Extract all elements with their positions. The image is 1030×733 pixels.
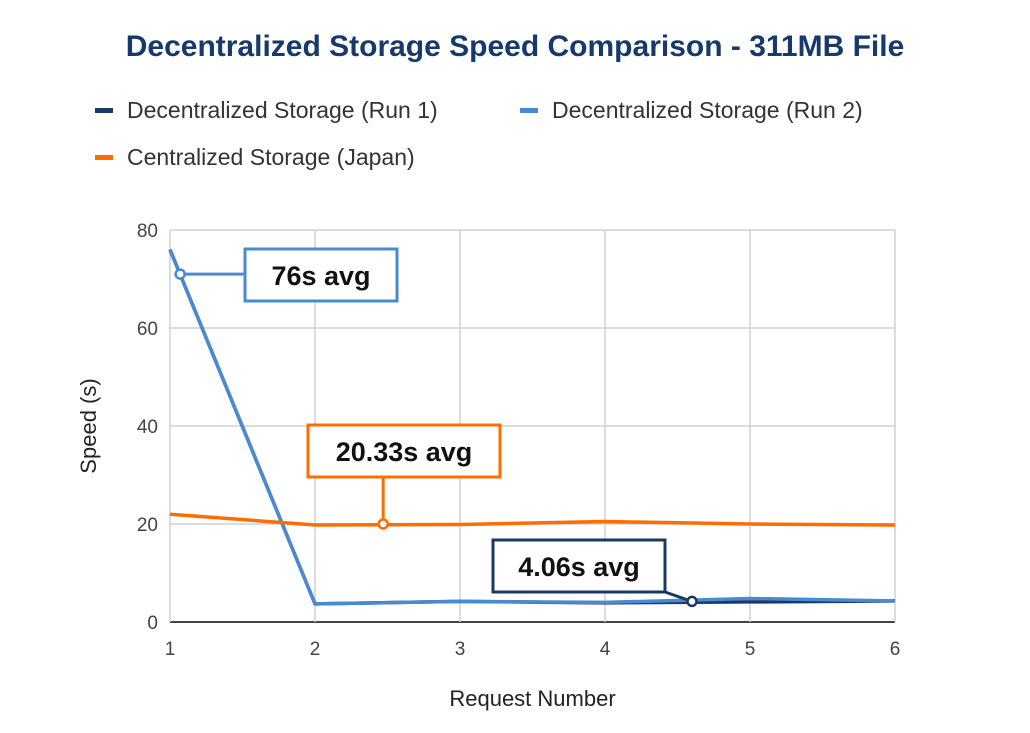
y-tick-label: 60 [137,319,158,340]
x-tick-label: 4 [600,639,611,660]
x-tick-label: 1 [165,639,176,660]
legend-item-japan: Centralized Storage (Japan) [95,144,415,171]
x-axis-label: Request Number [449,686,615,711]
x-tick-label: 3 [455,639,466,660]
legend-item-run2: Decentralized Storage (Run 2) [520,97,863,124]
y-tick-label: 0 [147,613,158,634]
y-axis-label: Speed (s) [76,378,101,473]
series-line-3 [169,512,896,527]
chart-title: Decentralized Storage Speed Comparison -… [125,30,905,63]
x-tick-label: 6 [890,639,901,660]
x-tick-label: 2 [310,639,321,660]
legend-label-run1: Decentralized Storage (Run 1) [127,97,438,123]
legend-swatch-japan [95,155,113,160]
annotation-marker [174,268,186,280]
annotation-label: 4.06s avg [518,552,640,582]
annotation-box [306,423,502,479]
annotation-label: 76s avg [271,261,370,291]
legend-swatch-run2 [520,108,538,113]
annotation-box [243,247,399,303]
annotation-box [491,538,667,594]
annotation-label: 20.33s avg [336,437,473,467]
legend-swatch-run1 [95,108,113,113]
legend-label-run2: Decentralized Storage (Run 2) [552,97,863,123]
annotation-marker [686,595,698,608]
series-line-2 [168,248,896,606]
y-tick-label: 80 [137,221,158,242]
legend-label-japan: Centralized Storage (Japan) [127,144,415,170]
x-tick-label: 5 [745,639,756,660]
legend-item-run1: Decentralized Storage (Run 1) [95,97,438,124]
y-tick-label: 20 [137,515,158,536]
annotation-marker [377,518,389,530]
y-tick-label: 40 [137,417,158,438]
